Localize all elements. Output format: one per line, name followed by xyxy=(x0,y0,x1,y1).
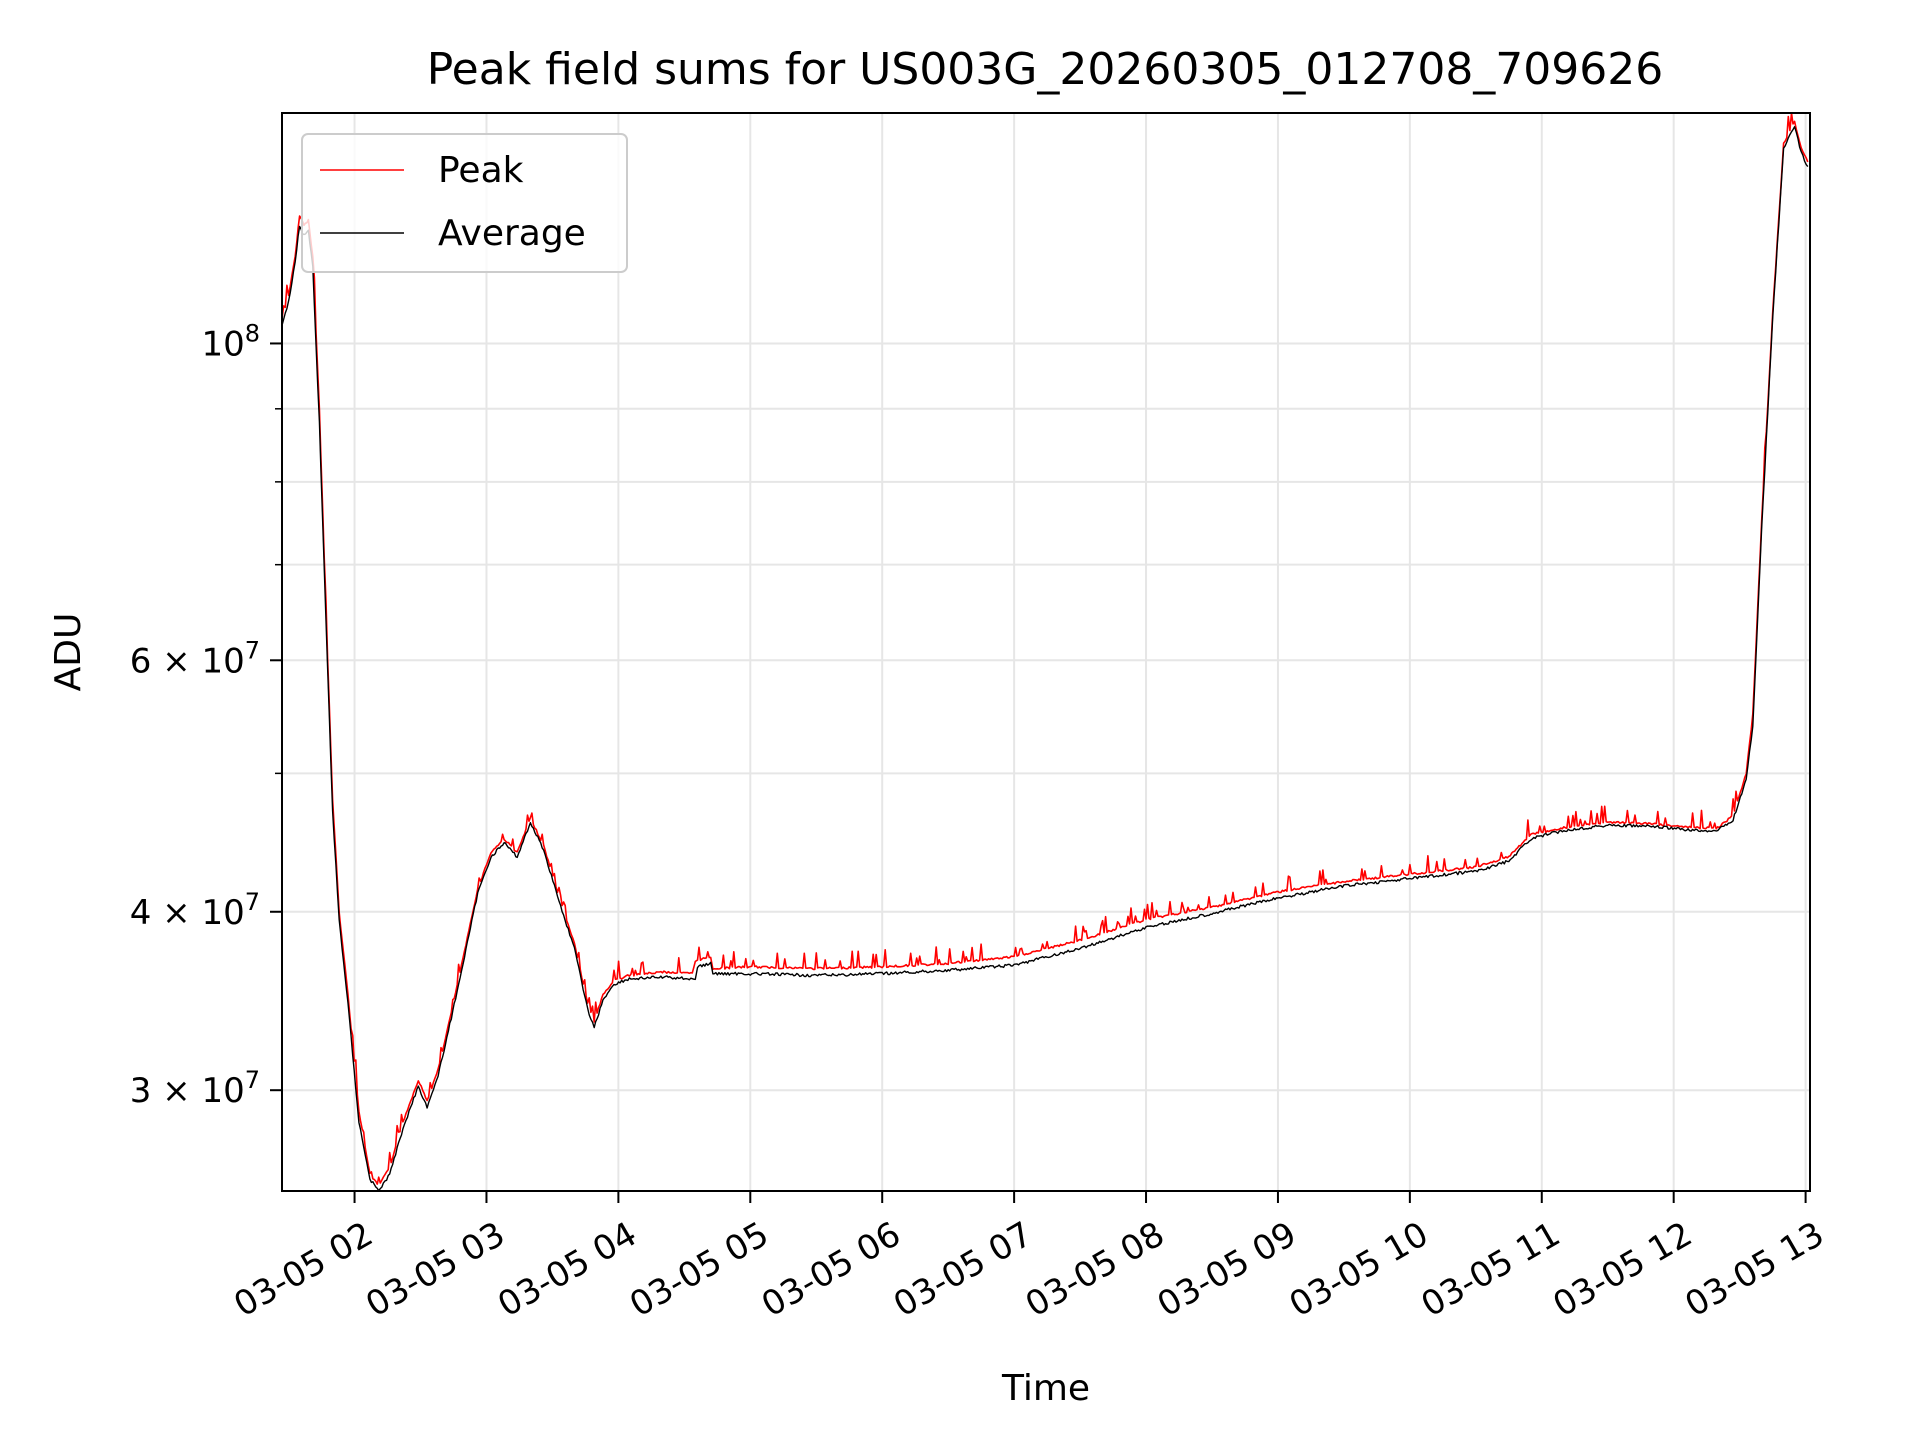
legend-label-average: Average xyxy=(438,213,586,254)
y-tick-label: 4 × 107 xyxy=(130,888,260,933)
y-axis-label: ADU xyxy=(48,613,89,692)
grid xyxy=(282,113,1810,1191)
series-line-peak xyxy=(281,112,1809,1185)
x-axis-label: Time xyxy=(1001,1368,1090,1409)
legend-label-peak: Peak xyxy=(438,150,524,191)
series-layer xyxy=(281,112,1809,1192)
y-axis: 108 6 × 107 4 × 107 3 × 107 xyxy=(130,319,282,1111)
plot-frame xyxy=(281,112,1811,1192)
series-line-average xyxy=(281,126,1809,1192)
y-tick-label: 6 × 107 xyxy=(130,636,260,681)
y-tick-label: 3 × 107 xyxy=(130,1066,260,1111)
legend: Peak Average xyxy=(301,133,628,273)
legend-box xyxy=(301,133,628,273)
chart-title: Peak field sums for US003G_20260305_0127… xyxy=(427,44,1664,95)
y-tick-label: 108 xyxy=(201,319,260,364)
